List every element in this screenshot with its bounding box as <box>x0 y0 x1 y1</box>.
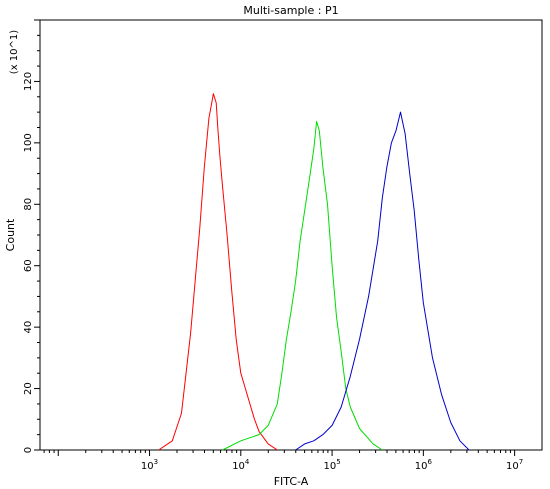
histogram-series-1 <box>158 93 278 451</box>
y-axis-tick-labels: 0 20 40 60 80 100 120 <box>23 72 34 453</box>
plot-frame <box>39 19 543 451</box>
x-axis-ticks <box>43 450 516 456</box>
x-tick-label: 103 <box>141 458 158 472</box>
x-tick-label: 105 <box>323 458 340 472</box>
y-tick-label: 60 <box>23 259 34 272</box>
x-axis-tick-labels: 103 104 105 106 107 <box>141 458 523 472</box>
x-tick-label: 107 <box>506 458 523 472</box>
y-tick-label: 120 <box>23 72 34 91</box>
x-tick-label: 106 <box>415 458 433 472</box>
y-tick-label: 80 <box>23 198 34 211</box>
x-tick-label: 104 <box>232 458 250 472</box>
chart-title: Multi-sample : P1 <box>243 4 338 17</box>
histogram-series-2 <box>222 120 383 451</box>
y-tick-label: 20 <box>23 382 34 395</box>
histogram-series-3 <box>295 111 470 451</box>
x-axis-label: FITC-A <box>274 475 309 488</box>
y-axis-label: Count <box>4 218 17 251</box>
y-tick-label: 40 <box>23 321 34 334</box>
y-tick-label: 0 <box>23 447 34 453</box>
y-axis-multiplier: (x 10^1) <box>9 30 20 74</box>
y-tick-label: 100 <box>23 133 34 152</box>
series-layer <box>158 93 470 451</box>
y-axis-ticks <box>34 19 40 451</box>
